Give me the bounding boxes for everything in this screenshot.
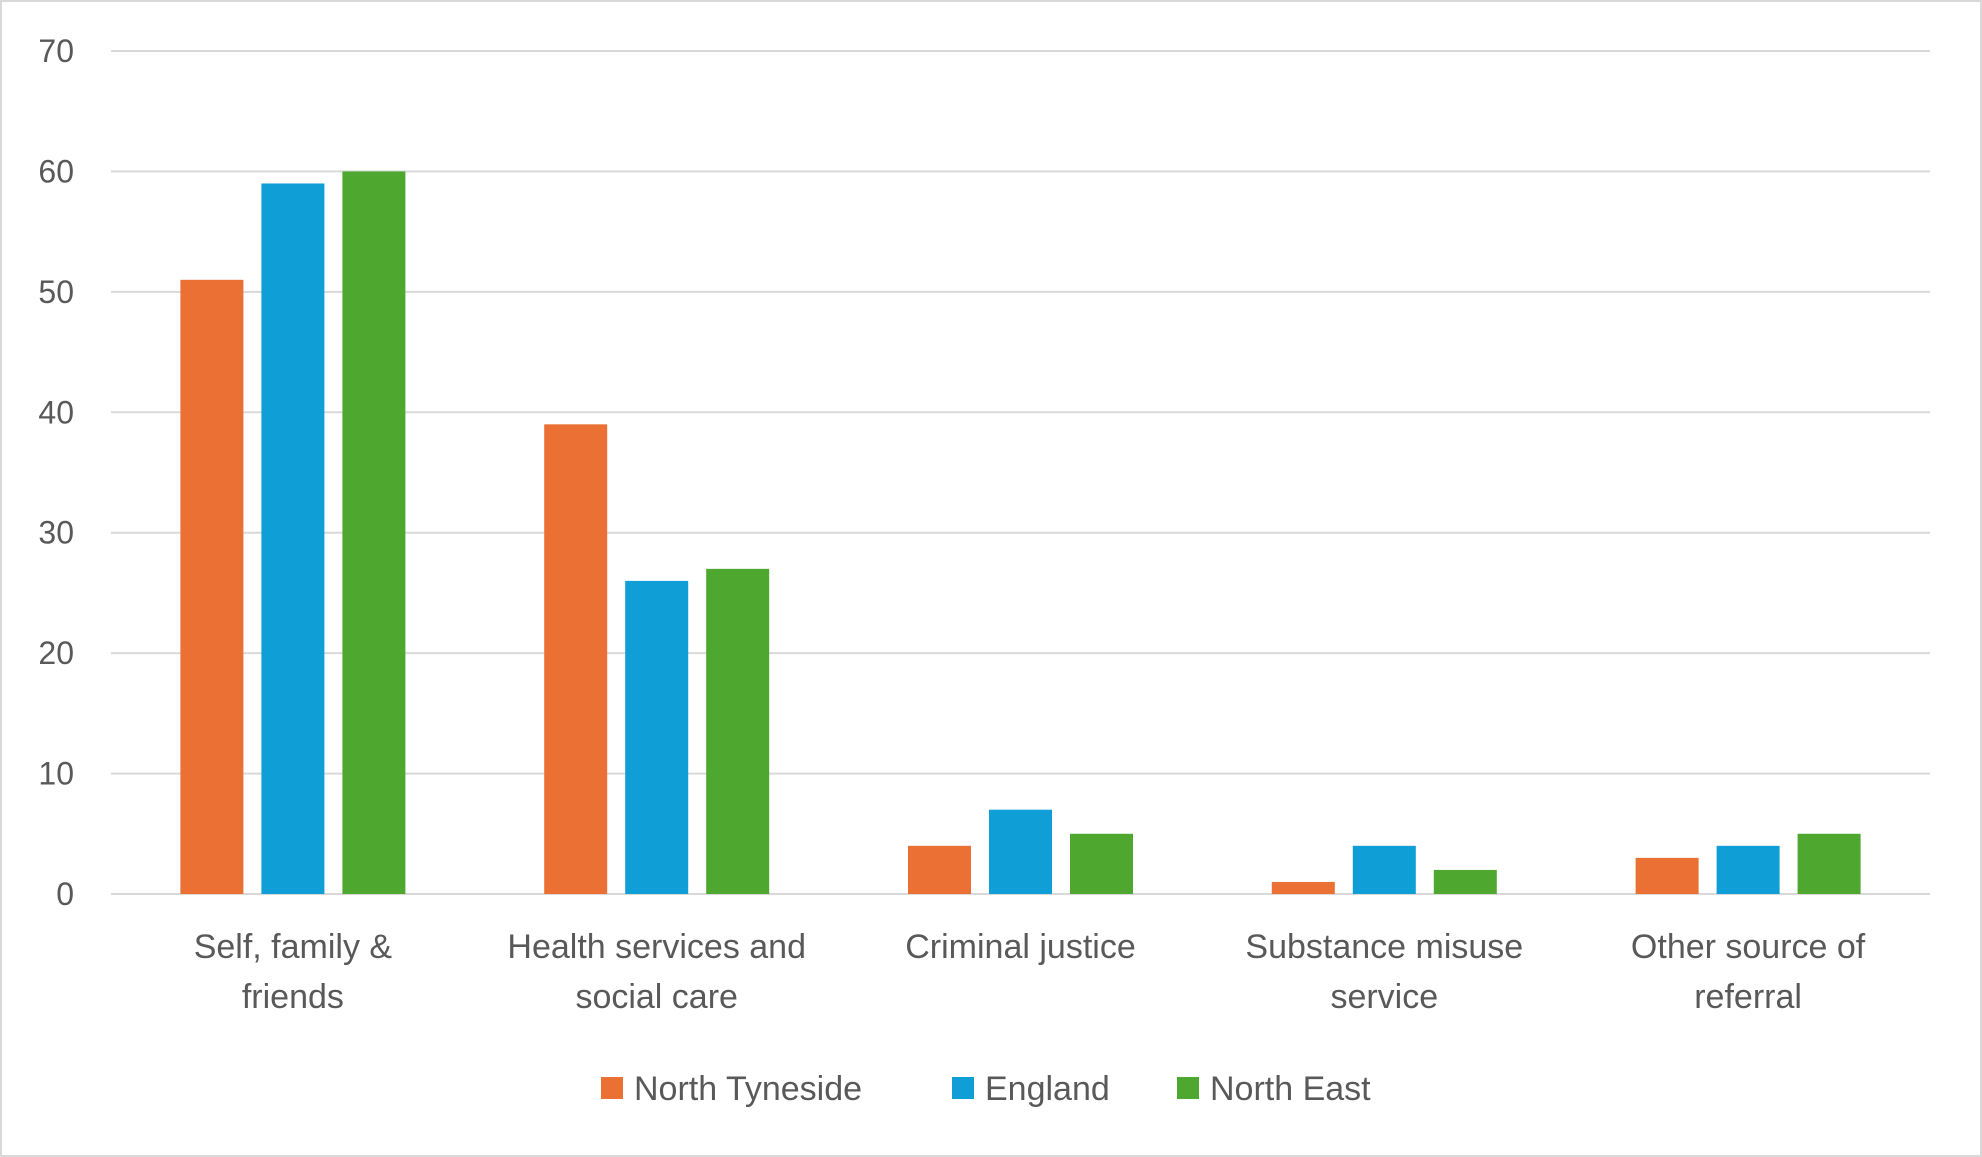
bar-england bbox=[1716, 845, 1780, 894]
y-tick-label: 20 bbox=[38, 635, 74, 671]
legend-label: North East bbox=[1210, 1070, 1371, 1108]
y-tick-label: 50 bbox=[38, 274, 74, 310]
legend-label: North Tyneside bbox=[634, 1070, 862, 1108]
bar-north-east bbox=[706, 568, 770, 894]
y-tick-label: 70 bbox=[38, 33, 74, 69]
bar-england bbox=[1352, 845, 1416, 894]
bar-north-tyneside bbox=[180, 279, 244, 894]
x-category-label: Substance misuse bbox=[1245, 928, 1523, 966]
x-category-label: referral bbox=[1694, 978, 1802, 1016]
x-category-label: social care bbox=[575, 978, 738, 1016]
bar-north-tyneside bbox=[544, 424, 608, 894]
bar-north-east bbox=[1433, 869, 1497, 894]
x-category-label: service bbox=[1330, 978, 1438, 1016]
y-tick-label: 40 bbox=[38, 394, 74, 430]
legend-swatch bbox=[1177, 1077, 1199, 1099]
y-tick-label: 10 bbox=[38, 756, 74, 792]
bar-north-east bbox=[342, 171, 406, 894]
bar-north-tyneside bbox=[908, 845, 971, 894]
bar-north-east bbox=[1070, 833, 1133, 894]
y-tick-label: 30 bbox=[38, 515, 74, 551]
bar-north-tyneside bbox=[1635, 857, 1699, 894]
y-tick-label: 60 bbox=[38, 153, 74, 189]
x-category-label: Self, family & bbox=[194, 928, 393, 966]
y-tick-label: 0 bbox=[56, 876, 74, 912]
x-category-label: friends bbox=[242, 978, 344, 1016]
x-category-label: Other source of bbox=[1631, 928, 1866, 966]
bar-england bbox=[261, 183, 325, 894]
legend-swatch bbox=[601, 1077, 623, 1099]
legend-label: England bbox=[985, 1070, 1110, 1108]
legend-swatch bbox=[952, 1077, 974, 1099]
bar-north-tyneside bbox=[1271, 881, 1335, 894]
x-category-label: Criminal justice bbox=[905, 928, 1136, 966]
x-category-label: Health services and bbox=[507, 928, 806, 966]
bar-north-east bbox=[1797, 833, 1861, 894]
bar-england bbox=[989, 809, 1052, 894]
bar-england bbox=[625, 580, 689, 894]
